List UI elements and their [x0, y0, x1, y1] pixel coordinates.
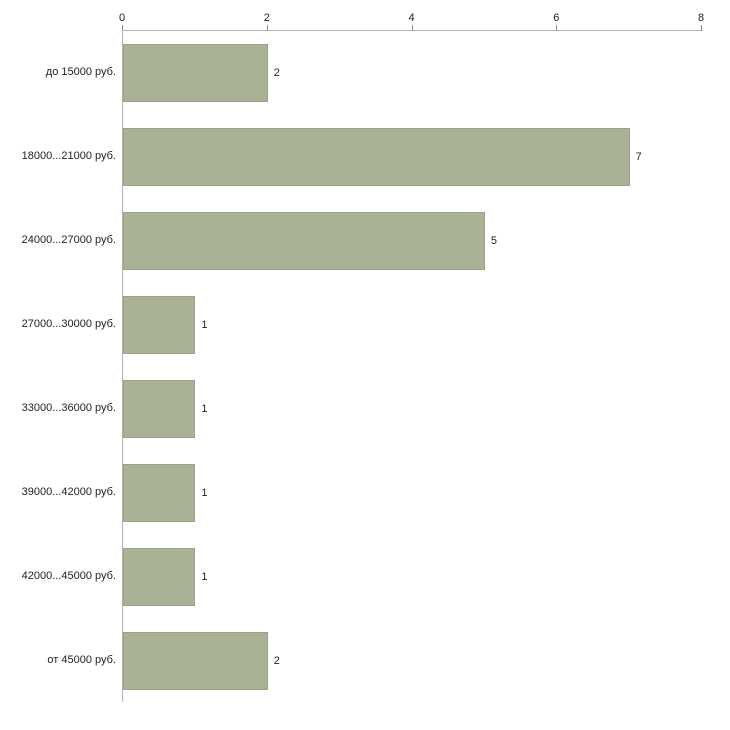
x-axis-tick-label: 2: [263, 12, 270, 24]
category-label: 39000...42000 руб.: [21, 486, 116, 498]
bar-row: 1: [123, 283, 701, 367]
bar: [123, 632, 268, 690]
bar-value-label: 2: [273, 67, 280, 79]
category-label: 42000...45000 руб.: [21, 570, 116, 582]
category-label: 24000...27000 руб.: [21, 234, 116, 246]
bar-row: 1: [123, 451, 701, 535]
category-label: до 15000 руб.: [45, 66, 116, 78]
bar-value-label: 7: [635, 151, 642, 163]
bar-value-label: 5: [490, 235, 497, 247]
x-axis-tick-mark: [266, 25, 268, 31]
bar-value-label: 1: [201, 403, 208, 415]
bar-row: 2: [123, 619, 701, 703]
x-axis-tick-label: 8: [697, 12, 705, 24]
bar-row: 5: [123, 199, 701, 283]
x-axis-tick-mark: [122, 25, 123, 31]
x-axis-tick-mark: [411, 25, 413, 31]
category-label: от 45000 руб.: [47, 654, 116, 666]
bar-row: 2: [123, 31, 701, 115]
bar: [123, 44, 268, 102]
bar-row: 7: [123, 115, 701, 199]
x-axis-tick-label: 6: [553, 12, 560, 24]
category-label: 27000...30000 руб.: [21, 318, 116, 330]
x-axis-tick-mark: [701, 25, 702, 31]
plot-area: 2 7 5 1 1 1 1 2: [122, 30, 701, 702]
bar-row: 1: [123, 535, 701, 619]
x-axis-tick-label: 4: [408, 12, 415, 24]
x-axis-tick-label: 0: [118, 12, 126, 24]
category-label: 18000...21000 руб.: [21, 150, 116, 162]
bar: [123, 380, 196, 438]
bar: [123, 212, 485, 270]
bar-value-label: 1: [201, 319, 208, 331]
bar: [123, 128, 630, 186]
bar: [123, 296, 196, 354]
bar-value-label: 1: [201, 571, 208, 583]
bar-value-label: 2: [273, 655, 280, 667]
x-axis-tick-mark: [556, 25, 558, 31]
category-label: 33000...36000 руб.: [21, 402, 116, 414]
bar: [123, 464, 196, 522]
bar: [123, 548, 196, 606]
bar-row: 1: [123, 367, 701, 451]
bar-value-label: 1: [201, 487, 208, 499]
